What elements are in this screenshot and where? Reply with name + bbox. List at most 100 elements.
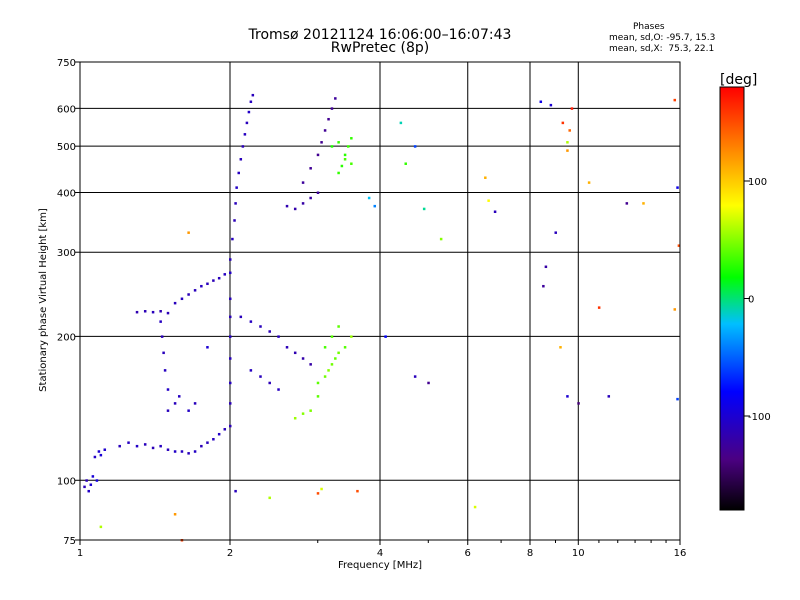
data-point [235, 186, 238, 189]
y-tick-label: 750 [57, 58, 76, 69]
data-point [301, 412, 305, 415]
data-point [566, 395, 569, 398]
colorbar-unit: [deg] [720, 72, 757, 88]
data-point [143, 443, 147, 446]
data-point [320, 141, 323, 144]
data-point [293, 351, 297, 355]
data-point [559, 346, 562, 349]
data-point [180, 297, 184, 301]
data-point [118, 444, 121, 448]
data-point [127, 441, 130, 444]
data-point [193, 289, 197, 292]
data-point [277, 388, 280, 391]
data-point [193, 402, 197, 405]
data-point [217, 276, 221, 280]
data-point [343, 158, 347, 161]
data-point [233, 219, 236, 222]
data-point [301, 357, 305, 360]
data-point [160, 335, 164, 338]
data-point [673, 308, 677, 311]
data-point [277, 335, 280, 338]
data-point [231, 237, 234, 241]
data-point [243, 133, 247, 136]
data-point [343, 346, 347, 349]
data-point [676, 397, 679, 401]
data-point [334, 357, 337, 360]
data-point [159, 444, 162, 448]
data-point [239, 158, 243, 161]
data-point [350, 162, 353, 165]
x-tick-label: 16 [674, 548, 687, 559]
data-point [323, 346, 327, 349]
data-point [229, 315, 232, 319]
data-point [229, 357, 232, 360]
data-point [343, 153, 347, 157]
data-point [597, 306, 601, 309]
colorbar [719, 86, 745, 511]
data-point [561, 121, 565, 125]
x-tick-label: 2 [227, 548, 233, 559]
data-point [673, 98, 677, 102]
data-point [334, 97, 337, 100]
data-point [642, 202, 645, 205]
data-point [166, 448, 170, 451]
data-point [259, 375, 262, 378]
data-point [99, 525, 103, 529]
data-point [427, 381, 430, 385]
data-point [373, 204, 377, 208]
y-tick-label: 200 [57, 332, 76, 343]
data-point [206, 282, 209, 286]
data-point [217, 432, 221, 436]
data-point [173, 513, 177, 516]
data-point [89, 483, 93, 486]
data-point [241, 145, 245, 148]
data-point [99, 453, 103, 457]
data-point [229, 258, 232, 261]
data-point [187, 409, 190, 412]
data-point [223, 273, 227, 276]
data-point [404, 162, 407, 165]
data-point [607, 395, 611, 398]
data-point [234, 489, 237, 493]
data-point [268, 330, 271, 333]
data-point [206, 346, 209, 349]
data-point [309, 363, 312, 366]
data-point [337, 325, 340, 328]
data-point [229, 297, 232, 301]
data-point [229, 271, 232, 275]
data-point [187, 231, 190, 234]
data-point [223, 428, 227, 431]
data-point [320, 487, 323, 491]
data-point [237, 171, 240, 175]
data-point [173, 402, 177, 405]
data-point [166, 311, 170, 315]
data-point [103, 448, 107, 451]
data-point [554, 231, 557, 234]
data-point [249, 369, 253, 372]
data-point [85, 479, 88, 482]
data-point [193, 450, 197, 453]
data-point [337, 351, 340, 355]
data-point [413, 145, 417, 148]
x-tick-label: 1 [77, 548, 83, 559]
data-point [337, 171, 340, 175]
phase-summary-title: Phases [633, 22, 665, 32]
data-point [309, 167, 312, 170]
data-point [229, 381, 232, 385]
data-point [93, 455, 97, 459]
data-point [439, 237, 443, 241]
data-point [95, 479, 99, 482]
data-point [187, 293, 190, 296]
x-tick-label: 6 [465, 548, 471, 559]
data-point [568, 129, 571, 132]
data-point [83, 485, 86, 489]
data-point [245, 121, 249, 125]
data-point [177, 395, 181, 398]
data-point [239, 315, 243, 319]
y-tick-label: 600 [57, 104, 76, 115]
data-point [493, 210, 497, 214]
data-points [83, 93, 681, 542]
colorbar-tick-label: 0 [748, 295, 754, 306]
phase-summary-o: mean, sd,O: -95.7, 15.3 [609, 33, 716, 43]
